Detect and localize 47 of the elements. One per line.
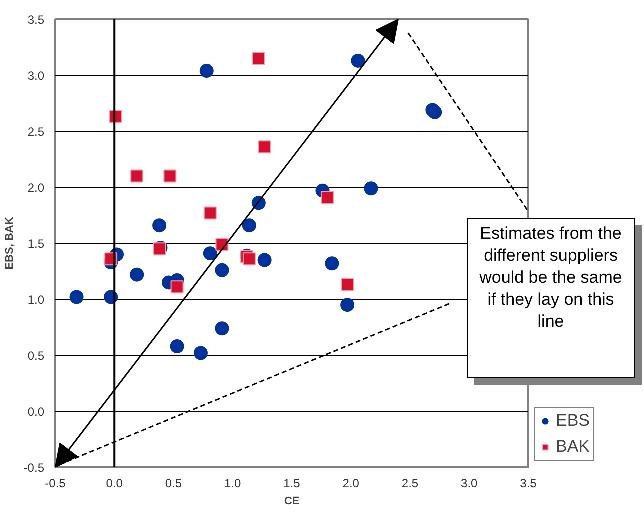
x-tick-label: 3.0 xyxy=(461,476,478,490)
point xyxy=(204,206,217,220)
point xyxy=(170,340,184,354)
point xyxy=(351,54,366,68)
x-tick-label: 0.0 xyxy=(106,476,124,490)
point xyxy=(320,191,334,204)
point xyxy=(325,256,340,271)
point xyxy=(252,52,266,66)
point xyxy=(340,298,355,312)
point xyxy=(200,64,214,78)
x-axis-title: CE xyxy=(284,496,300,508)
point xyxy=(170,280,184,294)
point xyxy=(70,290,84,304)
point xyxy=(428,105,442,120)
point xyxy=(258,140,272,154)
point xyxy=(215,322,230,336)
y-tick-label: 0.5 xyxy=(28,349,45,363)
legend-label: EBS xyxy=(556,411,590,431)
point xyxy=(203,246,218,261)
point xyxy=(242,252,256,266)
point xyxy=(215,263,230,278)
x-tick-label: 3.5 xyxy=(520,476,538,490)
point xyxy=(164,170,177,183)
legend-label: BAK xyxy=(556,437,590,457)
x-tick-label: 2.5 xyxy=(402,476,419,490)
x-tick-label: 1.5 xyxy=(284,476,301,490)
x-tick-label: -0.5 xyxy=(45,476,66,490)
point xyxy=(364,182,378,196)
y-axis-title: EBS, BAK xyxy=(4,217,16,270)
point xyxy=(242,218,256,233)
y-tick-label: 0.0 xyxy=(28,405,45,419)
y-tick-label: -0.5 xyxy=(24,461,45,475)
point xyxy=(130,268,144,282)
point xyxy=(341,278,354,292)
y-tick-label: 3.0 xyxy=(28,69,45,83)
y-tick-label: 1.5 xyxy=(28,237,45,251)
y-tick-label: 2.5 xyxy=(28,125,45,139)
y-tick-label: 1.0 xyxy=(28,293,45,307)
x-tick-label: 0.5 xyxy=(165,476,182,490)
x-tick-label: 1.0 xyxy=(224,476,242,490)
point xyxy=(130,170,144,183)
point xyxy=(194,346,208,360)
point xyxy=(152,218,167,233)
y-tick-label: 2.0 xyxy=(28,181,45,195)
point xyxy=(258,253,272,268)
x-tick-label: 2.0 xyxy=(342,476,360,490)
y-tick-label: 3.5 xyxy=(28,13,45,27)
